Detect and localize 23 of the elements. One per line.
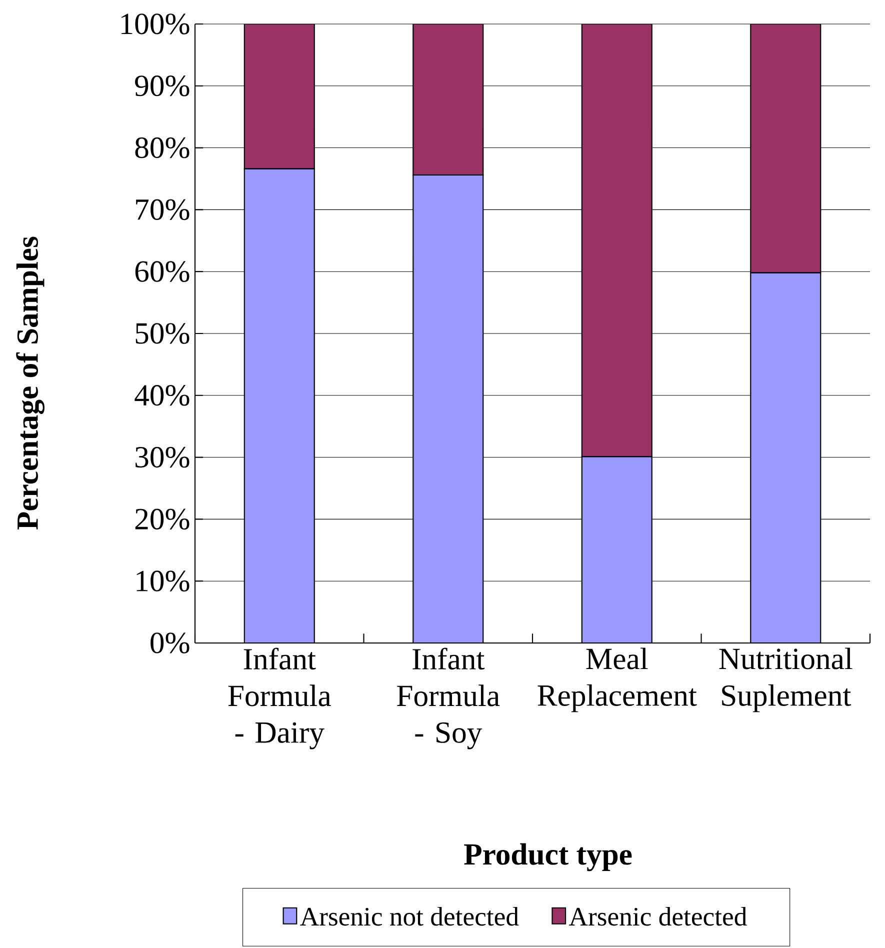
y-tick-label: 30%	[136, 446, 190, 468]
y-tick-label: 60%	[135, 261, 190, 282]
y-tick-label: 0%	[150, 632, 190, 654]
y-tick-label: 10%	[136, 570, 190, 592]
y-tick-label: 70%	[136, 199, 190, 220]
y-tick-label: 40%	[134, 384, 190, 406]
legend-label: Arsenic detected	[568, 906, 747, 926]
y-tick-label: 90%	[135, 75, 190, 96]
bar	[244, 168, 314, 643]
x-axis-title: Product type	[464, 843, 632, 872]
bar	[750, 272, 822, 643]
bar	[413, 175, 484, 643]
y-tick-label: 80%	[135, 137, 190, 158]
y-tick-label: 100%	[121, 14, 190, 34]
x-tick-label: Infant Formula - Dairy	[228, 648, 331, 750]
y-axis-title: Percentage of Samples	[16, 236, 44, 530]
bar	[582, 456, 652, 643]
x-tick-label: Infant Formula - Soy	[397, 648, 500, 750]
y-tick-label: 50%	[136, 323, 190, 344]
legend-label: Arsenic not detected	[300, 906, 519, 926]
x-tick-label: Nutritional Suplement	[719, 648, 852, 712]
y-tick-label: 20%	[135, 508, 190, 530]
x-tick-label: Meal Replacement	[538, 648, 697, 712]
